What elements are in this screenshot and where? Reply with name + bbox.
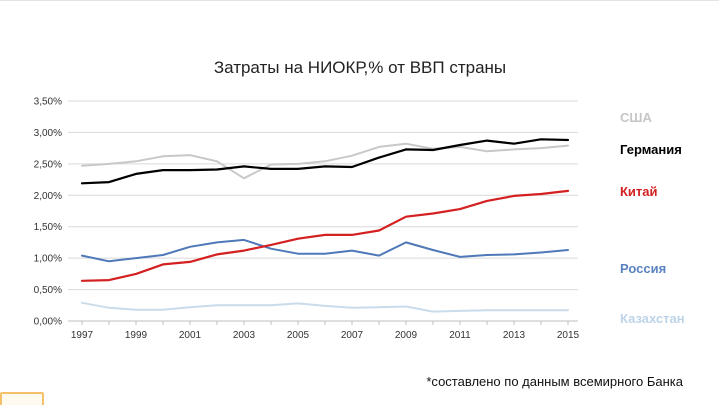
series-line bbox=[81, 301, 569, 313]
axes bbox=[68, 320, 578, 325]
y-tick-label: 3,00% bbox=[34, 128, 62, 139]
x-tick-label: 2013 bbox=[503, 330, 526, 341]
source-footnote: *составлено по данным всемирного Банка bbox=[426, 374, 683, 389]
legend-entry-germany: Германия bbox=[620, 142, 682, 157]
x-tick-label: 2005 bbox=[287, 330, 310, 341]
x-tick-label: 2015 bbox=[557, 330, 580, 341]
tick-labels: 0,00% 0,50% 1,00% 1,50% 2,00% 2,50% 3,00% 3,50%… bbox=[34, 97, 580, 342]
x-tick-label: 2003 bbox=[233, 330, 256, 341]
y-tick-label: 2,50% bbox=[34, 159, 62, 170]
legend-entry-kazakhstan: Казахстан bbox=[620, 311, 685, 326]
y-tick-label: 1,50% bbox=[34, 222, 62, 233]
legend-entry-china: Китай bbox=[620, 184, 658, 199]
x-tick-label: 2007 bbox=[341, 330, 364, 341]
legend-entry-usa: США bbox=[620, 110, 652, 125]
y-tick-label: 0,50% bbox=[34, 285, 62, 296]
series-lines bbox=[80, 138, 570, 313]
y-tick-label: 0,00% bbox=[34, 317, 62, 328]
series-line bbox=[80, 189, 570, 282]
y-tick-label: 2,00% bbox=[34, 191, 62, 202]
series-line bbox=[81, 142, 569, 180]
chart-title: Затраты на НИОКР,% от ВВП страны bbox=[213, 58, 507, 77]
corner-frame bbox=[0, 392, 44, 405]
y-tick-label: 3,50% bbox=[34, 97, 62, 108]
series-line bbox=[81, 238, 569, 263]
y-tick-label: 1,00% bbox=[34, 254, 62, 265]
x-tick-label: 2001 bbox=[179, 330, 202, 341]
grid-lines bbox=[68, 100, 578, 291]
top-edge-line bbox=[0, 0, 719, 1]
x-tick-label: 1999 bbox=[125, 330, 148, 341]
series-line bbox=[80, 138, 570, 185]
x-tick-label: 2009 bbox=[395, 330, 418, 341]
x-tick-label: 1997 bbox=[71, 330, 94, 341]
x-tick-label: 2011 bbox=[449, 330, 471, 341]
legend-entry-russia: Россия bbox=[620, 261, 667, 276]
